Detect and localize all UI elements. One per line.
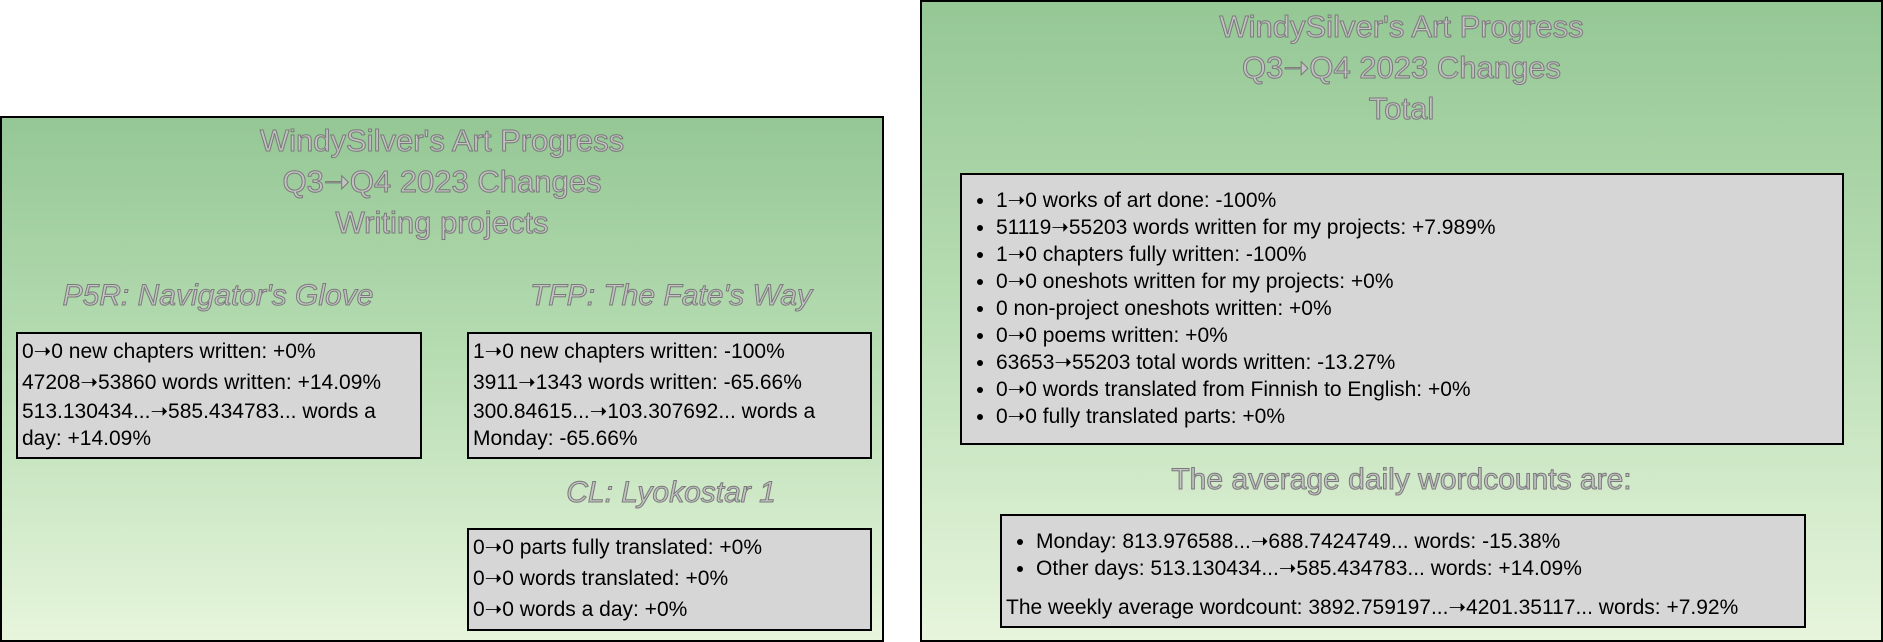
totals-item: 63653➝55203 total words written: -13.27% [996, 349, 1842, 376]
p5r-stats-box: 0➝0 new chapters written: +0% 47208➝5386… [16, 332, 422, 459]
p5r-stat-line: 47208➝53860 words written: +14.09% [22, 371, 382, 394]
right-title-line2: Q3➝Q4 2023 Changes [1242, 50, 1562, 86]
totals-box: 1➝0 works of art done: -100% 51119➝55203… [960, 173, 1844, 445]
right-title-line3: Total [1368, 91, 1435, 127]
p5r-stat-line: 0➝0 new chapters written: +0% [22, 340, 316, 363]
left-title-line3: Writing projects [335, 205, 549, 241]
totals-item: 0➝0 poems written: +0% [996, 322, 1842, 349]
left-title-line2: Q3➝Q4 2023 Changes [282, 164, 602, 200]
cl-heading: CL: Lyokostar 1 [566, 476, 777, 510]
totals-item: 0 non-project oneshots written: +0% [996, 295, 1842, 322]
avg-heading: The average daily wordcounts are: [1171, 463, 1632, 497]
totals-item: 0➝0 fully translated parts: +0% [996, 403, 1842, 430]
writing-projects-panel: WindySilver's Art Progress Q3➝Q4 2023 Ch… [0, 116, 884, 642]
totals-item: 1➝0 chapters fully written: -100% [996, 241, 1842, 268]
totals-item: 0➝0 oneshots written for my projects: +0… [996, 268, 1842, 295]
totals-list: 1➝0 works of art done: -100% 51119➝55203… [962, 187, 1842, 430]
averages-list: Monday: 813.976588...➝688.7424749... wor… [1002, 528, 1804, 582]
cl-stat-line: 0➝0 words translated: +0% [473, 567, 729, 590]
cl-stat-line: 0➝0 parts fully translated: +0% [473, 536, 762, 559]
right-title-line1: WindySilver's Art Progress [1219, 9, 1584, 45]
total-panel: WindySilver's Art Progress Q3➝Q4 2023 Ch… [920, 0, 1883, 642]
left-title-line1: WindySilver's Art Progress [259, 123, 625, 159]
averages-item: Other days: 513.130434...➝585.434783... … [1036, 555, 1804, 582]
weekly-average: The weekly average wordcount: 3892.75919… [1006, 596, 1739, 619]
tfp-stat-line: 1➝0 new chapters written: -100% [473, 340, 785, 363]
cl-stats-box: 0➝0 parts fully translated: +0% 0➝0 word… [467, 528, 872, 631]
totals-item: 1➝0 works of art done: -100% [996, 187, 1842, 214]
tfp-heading: TFP: The Fate's Way [530, 279, 813, 313]
tfp-stat-line: 3911➝1343 words written: -65.66% [473, 371, 802, 394]
averages-item: Monday: 813.976588...➝688.7424749... wor… [1036, 528, 1804, 555]
cl-stat-line: 0➝0 words a day: +0% [473, 598, 688, 621]
p5r-stat-line: 513.130434...➝585.434783... words a day:… [22, 400, 376, 450]
averages-box: Monday: 813.976588...➝688.7424749... wor… [1000, 514, 1806, 628]
totals-item: 0➝0 words translated from Finnish to Eng… [996, 376, 1842, 403]
totals-item: 51119➝55203 words written for my project… [996, 214, 1842, 241]
tfp-stat-line: 300.84615...➝103.307692... words a Monda… [473, 400, 816, 450]
p5r-heading: P5R: Navigator's Glove [62, 279, 374, 313]
tfp-stats-box: 1➝0 new chapters written: -100% 3911➝134… [467, 332, 872, 459]
